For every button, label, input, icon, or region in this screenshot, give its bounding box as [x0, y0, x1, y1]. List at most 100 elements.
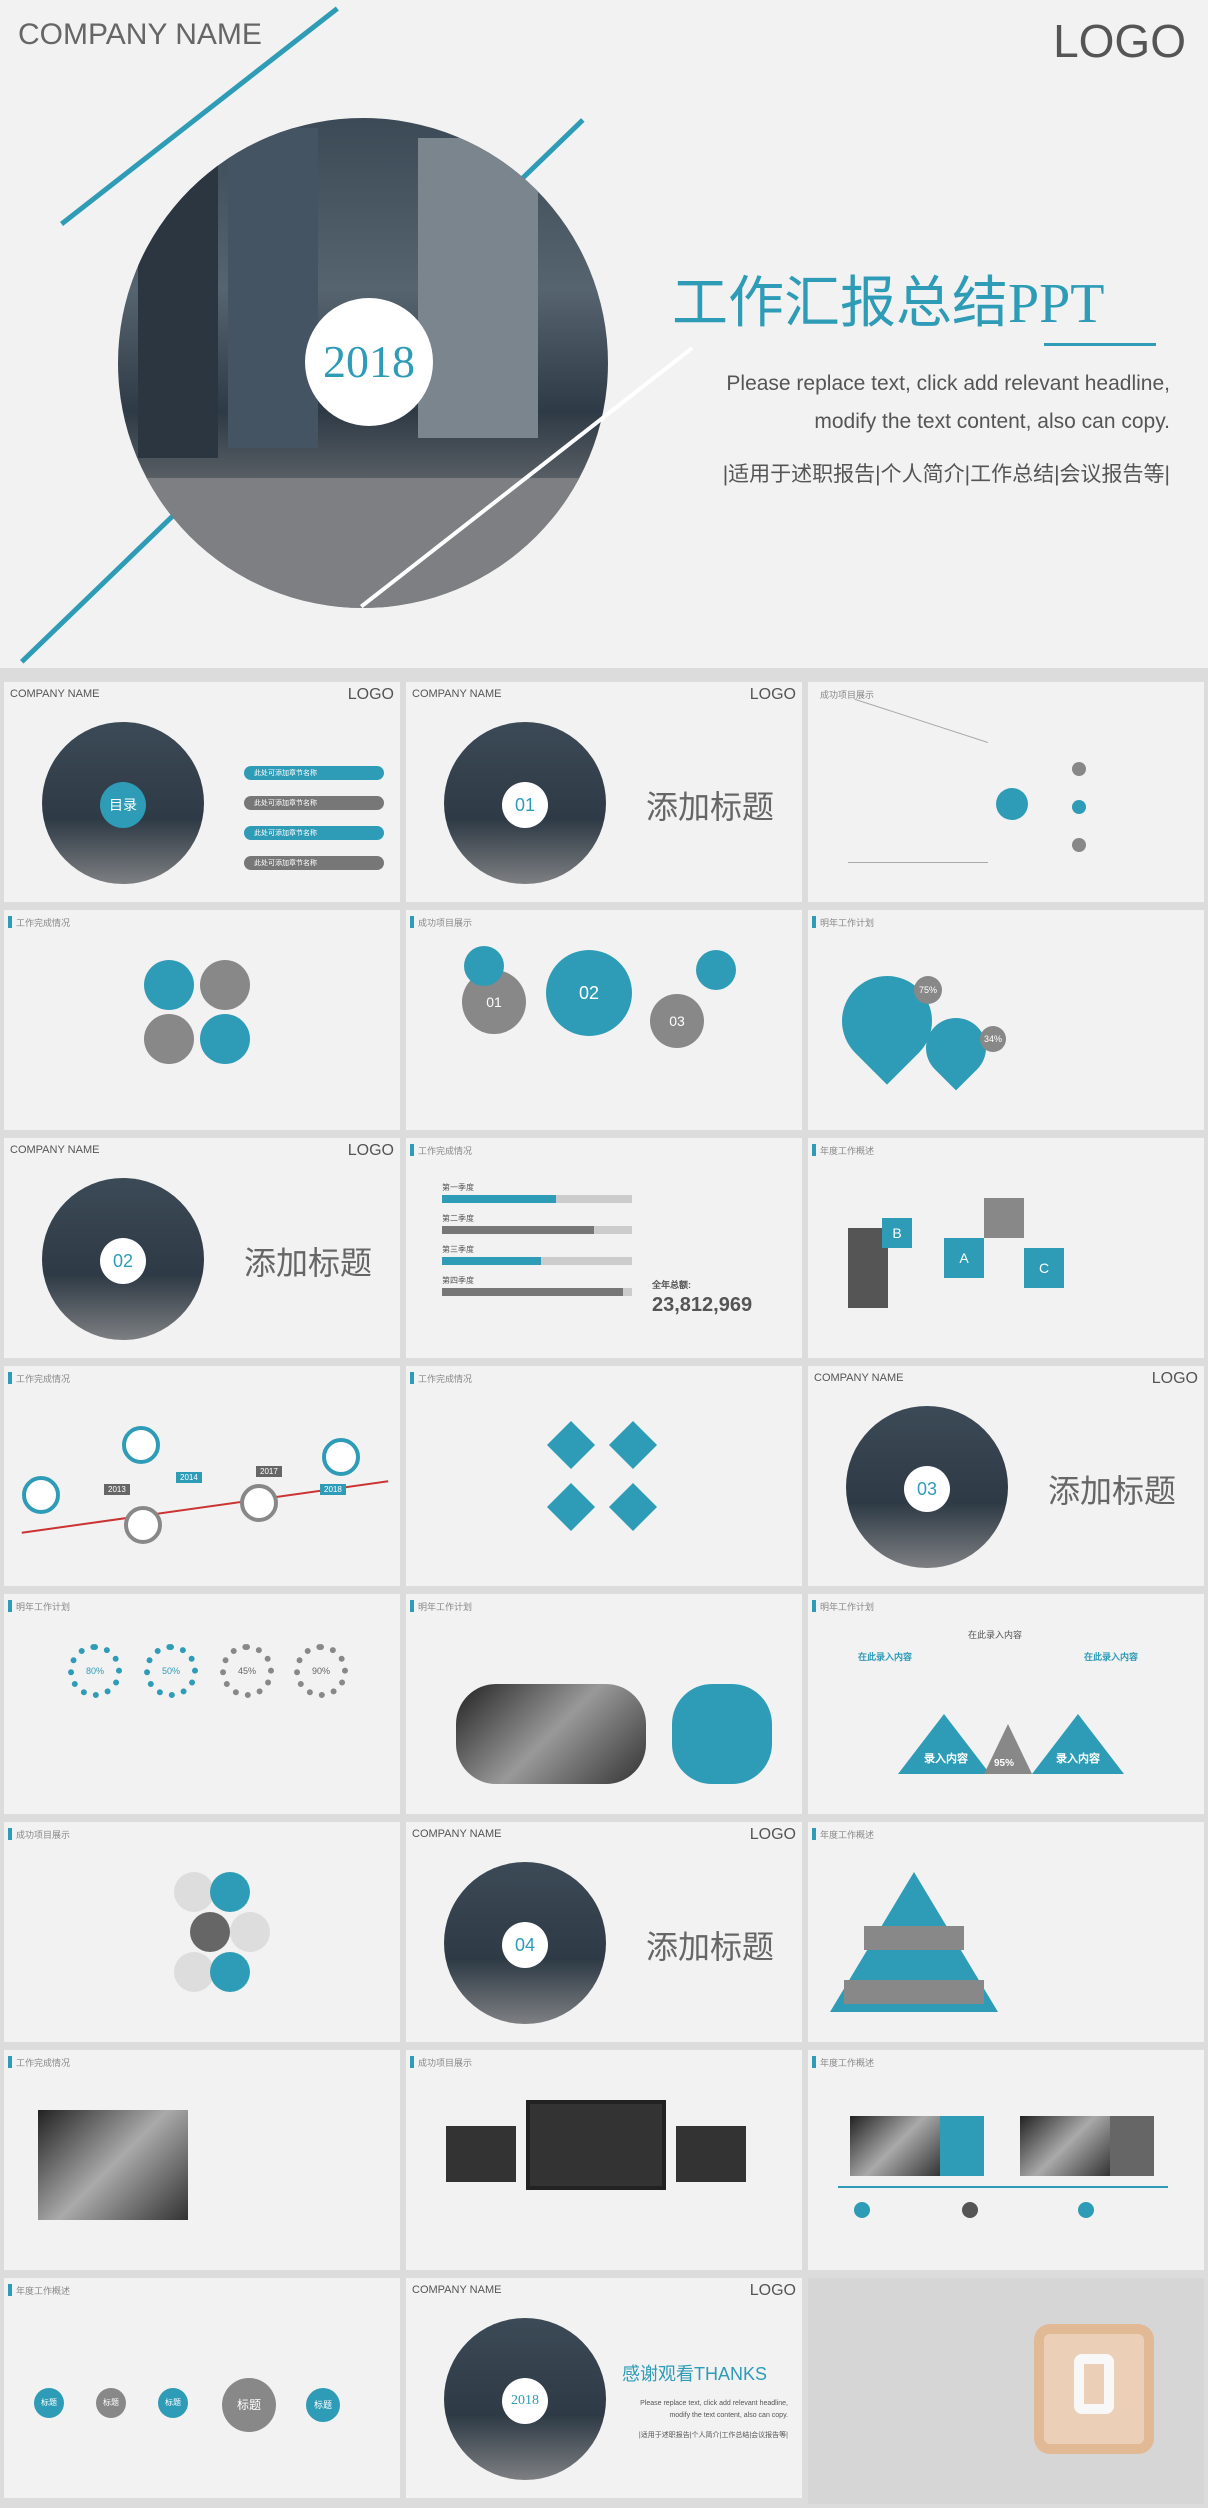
empty-cell [808, 2278, 1204, 2504]
slide-donuts[interactable]: 明年工作计划 80% 50% 45% 90% [4, 1594, 400, 1814]
arrow-shape [608, 1420, 658, 1470]
watermark-logo [1034, 2324, 1154, 2454]
gear-icon [696, 950, 736, 990]
section-title: 添加标题 [646, 1929, 775, 1965]
triangle-label: 录入内容 [924, 1753, 968, 1765]
bar-row: 第一季度 [442, 1182, 632, 1203]
puzzle-piece: A [944, 1238, 984, 1278]
donut-chart: 45% [220, 1644, 274, 1698]
slide-four-icons[interactable]: 工作完成情况 [4, 910, 400, 1130]
slide-header: 明年工作计划 [16, 1602, 71, 1612]
slide-photo-checklist[interactable]: 工作完成情况 [4, 2050, 400, 2270]
slide-toc[interactable]: COMPANY NAME LOGO 目录 此处可添加章节名称 此处可添加章节名称… [4, 682, 400, 902]
slide-progress-bars[interactable]: 工作完成情况 第一季度 第二季度 第三季度 第四季度 全年总额: 23,812,969 [406, 1138, 802, 1358]
slide-arrows[interactable]: 工作完成情况 [406, 1366, 802, 1586]
book-icon [144, 960, 194, 1010]
building-photo [456, 1684, 646, 1784]
thanks-title: 感谢观看THANKS [622, 2364, 768, 2384]
laptop-screen [526, 2100, 666, 2190]
subtitle-line-2: modify the text content, also can copy. [814, 410, 1170, 433]
section-number: 02 [100, 1238, 146, 1284]
slide-triangles[interactable]: 明年工作计划 在此录入内容 在此录入内容 在此录入内容 录入内容 95% 录入内… [808, 1594, 1204, 1814]
info-card [1110, 2116, 1154, 2176]
facebook-icon[interactable] [854, 2202, 870, 2218]
toc-item[interactable]: 此处可添加章节名称 [244, 826, 384, 840]
section-title: 添加标题 [244, 1245, 373, 1281]
bar-label: 第三季度 [442, 1245, 474, 1254]
building-photo [1020, 2116, 1110, 2176]
leaf-icon [200, 960, 250, 1010]
slide-mindmap[interactable]: 成功项目展示 [808, 682, 1204, 902]
building-photo [38, 2110, 188, 2220]
slide-hearts[interactable]: 明年工作计划 75% 34% [808, 910, 1204, 1130]
donut-chart: 50% [144, 1644, 198, 1698]
toc-item[interactable]: 此处可添加章节名称 [244, 856, 384, 870]
puzzle-piece: B [882, 1218, 912, 1248]
slide-header: 工作完成情况 [16, 1374, 71, 1384]
triangle-shape [898, 1714, 990, 1774]
slide-section-02[interactable]: COMPANY NAME LOGO 02 添加标题 [4, 1138, 400, 1358]
total-value: 23,812,969 [652, 1294, 753, 1316]
company-name: COMPANY NAME [10, 688, 100, 700]
slide-section-04[interactable]: COMPANY NAME LOGO 04 添加标题 [406, 1822, 802, 2042]
slide-header: 成功项目展示 [418, 918, 473, 928]
logo-text: LOGO [347, 1142, 394, 1159]
timeline-node [240, 1484, 278, 1522]
slide-puzzle[interactable]: 年度工作概述 B A C [808, 1138, 1204, 1358]
step-node: 标题 [96, 2388, 126, 2418]
title-underline [1044, 343, 1156, 346]
toc-item[interactable]: 此处可添加章节名称 [244, 766, 384, 780]
tools-icon [144, 1014, 194, 1064]
bar-row: 第二季度 [442, 1213, 632, 1234]
year-text: 2018 [323, 336, 415, 387]
puzzle-piece [984, 1198, 1024, 1238]
slide-header: 年度工作概述 [820, 1830, 875, 1840]
arrow-shape [546, 1420, 596, 1470]
node-dot [1072, 762, 1086, 776]
pyramid-band [864, 1926, 964, 1950]
step-node: 标题 [222, 2378, 276, 2432]
company-name: COMPANY NAME [412, 1828, 502, 1840]
info-card [940, 2116, 984, 2176]
slide-header: 工作完成情况 [418, 1146, 473, 1156]
slide-pyramid[interactable]: 年度工作概述 [808, 1822, 1204, 2042]
slide-section-01[interactable]: COMPANY NAME LOGO 01 添加标题 [406, 682, 802, 902]
slide-header: 成功项目展示 [16, 1830, 71, 1840]
node-dot [1072, 838, 1086, 852]
slide-devices[interactable]: 成功项目展示 [406, 2050, 802, 2270]
triangle-heading: 在此录入内容 [1084, 1652, 1139, 1662]
bar-label: 第一季度 [442, 1183, 474, 1192]
twitter-icon[interactable] [962, 2202, 978, 2218]
pinterest-icon[interactable] [1078, 2202, 1094, 2218]
puzzle-piece: C [1024, 1248, 1064, 1288]
bar-track [442, 1226, 632, 1234]
slide-section-03[interactable]: COMPANY NAME LOGO 03 添加标题 [808, 1366, 1204, 1586]
bar-fill [442, 1288, 623, 1296]
gear-icon: 02 [546, 950, 632, 1036]
slide-icon-hub[interactable]: 成功项目展示 [4, 1822, 400, 2042]
triangle-label: 录入内容 [1056, 1753, 1100, 1765]
toc-item[interactable]: 此处可添加章节名称 [244, 796, 384, 810]
year-tag: 2013 [104, 1484, 130, 1495]
slide-social[interactable]: 年度工作概述 [808, 2050, 1204, 2270]
title-slide[interactable]: COMPANY NAME LOGO 2018 工作汇报总结PPT Please … [0, 0, 1208, 668]
slide-header: 明年工作计划 [820, 918, 875, 928]
pyramid-band [844, 1980, 984, 2004]
triangle-heading: 在此录入内容 [858, 1652, 913, 1662]
slide-header: 成功项目展示 [418, 2058, 473, 2068]
building-photo [850, 2116, 940, 2176]
section-title: 添加标题 [1048, 1473, 1177, 1509]
slide-gears[interactable]: 成功项目展示 01 02 03 [406, 910, 802, 1130]
company-name: COMPANY NAME [10, 1144, 100, 1156]
triangle-label: 95% [994, 1758, 1015, 1769]
slide-thanks[interactable]: COMPANY NAME LOGO 2018 感谢观看THANKS Please… [406, 2278, 802, 2498]
slide-photo-card[interactable]: 明年工作计划 [406, 1594, 802, 1814]
timeline-node [124, 1506, 162, 1544]
donut-chart: 90% [294, 1644, 348, 1698]
slide-process-steps[interactable]: 年度工作概述 标题 标题 标题 标题 标题 [4, 2278, 400, 2498]
triangle-heading: 在此录入内容 [968, 1630, 1023, 1640]
year-badge: 2018 [305, 298, 433, 426]
chart-icon [174, 1872, 214, 1912]
slide-timeline[interactable]: 工作完成情况 2013 2014 2017 2018 [4, 1366, 400, 1586]
triangle-shape [1032, 1714, 1124, 1774]
